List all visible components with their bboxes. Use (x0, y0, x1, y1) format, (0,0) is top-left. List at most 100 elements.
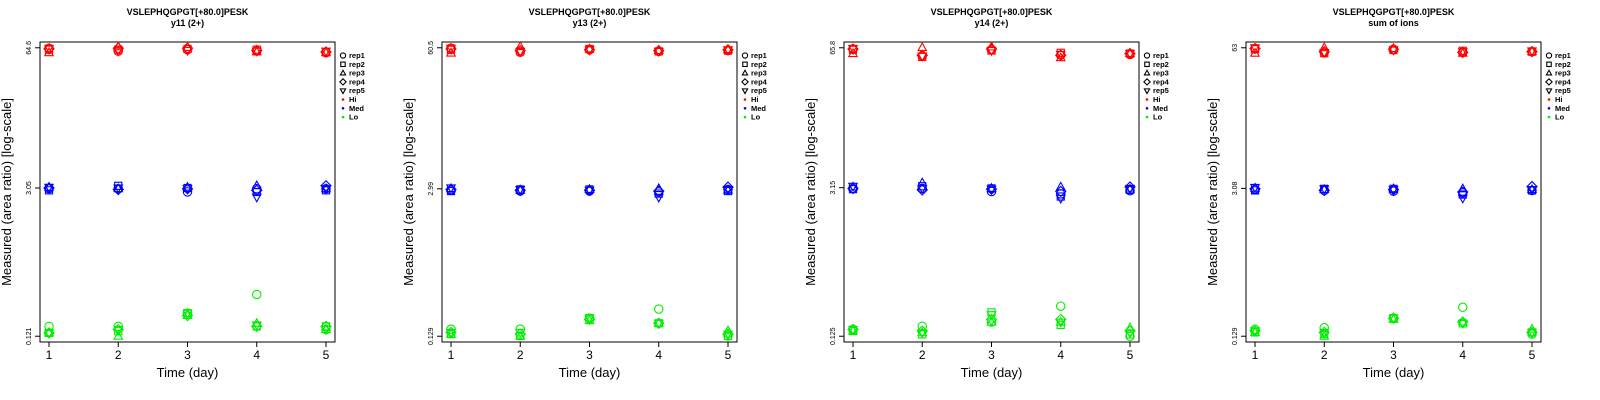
x-axis-label: Time (day) (1363, 365, 1425, 380)
data-point-lo-rep4 (250, 320, 263, 333)
data-point-med-rep4 (250, 184, 263, 197)
data-point-lo-rep3 (1124, 322, 1136, 332)
data-point-med-rep5 (847, 182, 859, 192)
data-point-lo-rep1 (654, 304, 664, 314)
data-point-med-rep4 (916, 184, 929, 196)
data-point-med-rep5 (1457, 194, 1468, 204)
y-tick-label: 0.121 (26, 327, 33, 345)
legend-label: rep1 (1555, 51, 1571, 60)
legend-label: Hi (349, 95, 357, 104)
x-tick-label: 1 (46, 348, 53, 362)
chart-title: VSLEPHQGPGT[+80.0]PESK (529, 7, 651, 17)
data-point-hi-rep3 (584, 43, 595, 53)
x-axis-label: Time (day) (157, 365, 219, 380)
legend-marker-rep3 (741, 69, 749, 76)
legend-label: rep5 (1555, 86, 1571, 95)
data-point-med-rep4 (1054, 185, 1067, 198)
legend-marker-rep5 (1143, 88, 1151, 95)
data-point-hi-rep5 (653, 47, 664, 58)
y-tick-label: 0.129 (1232, 327, 1239, 345)
data-point-med-rep5 (722, 185, 734, 196)
data-point-hi-rep5 (1249, 44, 1261, 54)
data-point-med-rep3 (986, 182, 997, 192)
data-point-med-rep4 (847, 182, 859, 195)
y-tick-label: 0.125 (830, 327, 837, 345)
data-point-lo-rep5 (847, 325, 859, 336)
data-point-lo-rep3 (653, 317, 664, 327)
data-points (847, 41, 1136, 341)
legend-marker-rep3 (339, 69, 347, 76)
data-point-med-rep5 (1249, 183, 1261, 194)
legend-label: rep3 (1153, 69, 1169, 78)
legend-label: rep2 (1153, 60, 1169, 69)
x-tick-label: 4 (655, 348, 662, 362)
x-tick-label: 3 (1390, 348, 1397, 362)
data-point-lo-rep1 (1056, 301, 1066, 311)
x-tick-label: 4 (1459, 348, 1466, 362)
y-tick-label: 65.8 (830, 41, 837, 55)
chart-subtitle: y11 (2+) (171, 18, 204, 28)
data-point-hi-rep5 (515, 47, 526, 58)
data-points (1249, 42, 1538, 340)
y-axis-label: Measured (area ratio) [log-scale] (401, 98, 416, 286)
legend-label: rep3 (751, 69, 767, 78)
legend-label: Med (1153, 104, 1168, 113)
data-point-hi-rep5 (1055, 50, 1066, 61)
legend-dot-med (341, 107, 345, 110)
data-point-lo-rep3 (43, 327, 55, 337)
legend-dot-hi (341, 98, 345, 101)
data-point-hi-rep5 (43, 44, 55, 54)
chart-title: VSLEPHQGPGT[+80.0]PESK (1333, 7, 1455, 17)
data-points (445, 40, 734, 341)
legend-dot-med (1547, 107, 1551, 110)
legend-label: Hi (751, 95, 759, 104)
legend-label: Hi (1555, 95, 1563, 104)
data-point-hi-rep5 (182, 46, 193, 57)
data-point-lo-rep5 (722, 330, 734, 340)
y-tick-label: 64.6 (26, 41, 33, 55)
x-axis-label: Time (day) (961, 365, 1023, 380)
data-point-hi-rep4 (181, 42, 194, 55)
x-tick-label: 2 (1321, 348, 1328, 362)
legend-dot-hi (1145, 98, 1149, 101)
data-point-hi-rep5 (445, 44, 457, 54)
data-point-hi-rep5 (584, 46, 595, 56)
legend-marker-rep3 (1545, 69, 1553, 76)
legend-label: rep5 (349, 86, 365, 95)
legend-marker-rep4 (1143, 78, 1151, 86)
legend-marker-rep1 (1545, 52, 1553, 59)
x-tick-label: 1 (850, 348, 857, 362)
x-tick-label: 2 (517, 348, 524, 362)
chart-title: VSLEPHQGPGT[+80.0]PESK (931, 7, 1053, 17)
legend-marker-rep1 (339, 52, 347, 59)
y-tick-label: 3.15 (830, 181, 837, 195)
legend-marker-rep2 (1144, 61, 1150, 68)
data-point-lo-rep4 (514, 328, 527, 340)
data-point-med-rep4 (1526, 180, 1538, 193)
data-point-hi-rep5 (917, 52, 928, 62)
y-axis-label: Measured (area ratio) [log-scale] (803, 98, 818, 286)
data-point-med-rep5 (1124, 184, 1136, 195)
data-point-hi-rep5 (251, 47, 262, 57)
data-point-lo-rep5 (1055, 318, 1066, 328)
data-point-hi-rep3 (182, 41, 193, 51)
data-point-lo-rep4 (985, 313, 998, 326)
data-point-hi-rep3 (653, 44, 664, 55)
data-point-lo-rep5 (1526, 328, 1538, 339)
data-point-med-rep4 (1318, 184, 1331, 197)
data-point-med-rep4 (652, 185, 665, 197)
legend-marker-rep4 (339, 78, 347, 86)
legend-label: rep3 (349, 69, 365, 78)
chart-subtitle: y13 (2+) (573, 18, 607, 28)
data-point-med-rep3 (1388, 183, 1399, 193)
data-point-med-rep3 (584, 183, 595, 193)
y-axis-label: Measured (area ratio) [log-scale] (1205, 98, 1220, 286)
data-point-med-rep5 (1388, 186, 1399, 196)
data-point-med-rep4 (112, 183, 125, 196)
legend-marker-rep2 (742, 61, 748, 68)
legend-marker-rep2 (1546, 61, 1552, 68)
data-point-med-rep3 (43, 181, 55, 191)
y-tick-label: 3.08 (1232, 181, 1239, 195)
